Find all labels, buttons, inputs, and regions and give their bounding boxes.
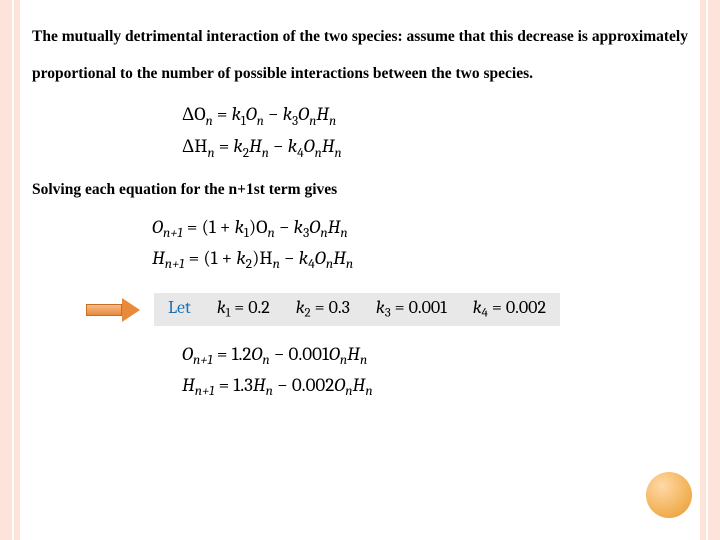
right-inner-stripe [700,0,706,540]
let-word: Let [168,297,191,318]
k1-assign: k1 = 0.2 [217,297,270,321]
let-values-box: Let k1 = 0.2 k2 = 0.3 k3 = 0.001 k4 = 0.… [154,293,560,327]
right-outer-stripe [708,0,720,540]
eq-delta-H: ΔHn = k2Hn − k4OnHn [182,132,688,164]
k3-assign: k3 = 0.001 [376,297,447,321]
eq-H-numeric: Hn+1 = 1.3Hn − 0.002OnHn [182,371,688,402]
arrow-icon [86,298,142,322]
slide-content: The mutually detrimental interaction of … [32,18,688,522]
equation-block-delta: ΔOn = k1On − k3OnHn ΔHn = k2Hn − k4OnHn [182,100,688,163]
eq-H-nplus1: Hn+1 = (1 + k2)Hn − k4OnHn [152,244,688,275]
equation-block-numeric: On+1 = 1.2On − 0.001OnHn Hn+1 = 1.3Hn − … [182,340,688,402]
eq-O-numeric: On+1 = 1.2On − 0.001OnHn [182,340,688,371]
equation-block-nplus1: On+1 = (1 + k1)On − k3OnHn Hn+1 = (1 + k… [152,213,688,275]
intro-paragraph: The mutually detrimental interaction of … [32,18,688,92]
solving-paragraph: Solving each equation for the n+1st term… [32,178,688,203]
eq-delta-O: ΔOn = k1On − k3OnHn [182,100,688,132]
left-outer-stripe [0,0,12,540]
k4-assign: k4 = 0.002 [473,297,546,321]
let-row: Let k1 = 0.2 k2 = 0.3 k3 = 0.001 k4 = 0.… [86,293,688,327]
k2-assign: k2 = 0.3 [296,297,350,321]
decorative-circle-icon [646,472,692,518]
left-inner-stripe [14,0,20,540]
eq-O-nplus1: On+1 = (1 + k1)On − k3OnHn [152,213,688,244]
